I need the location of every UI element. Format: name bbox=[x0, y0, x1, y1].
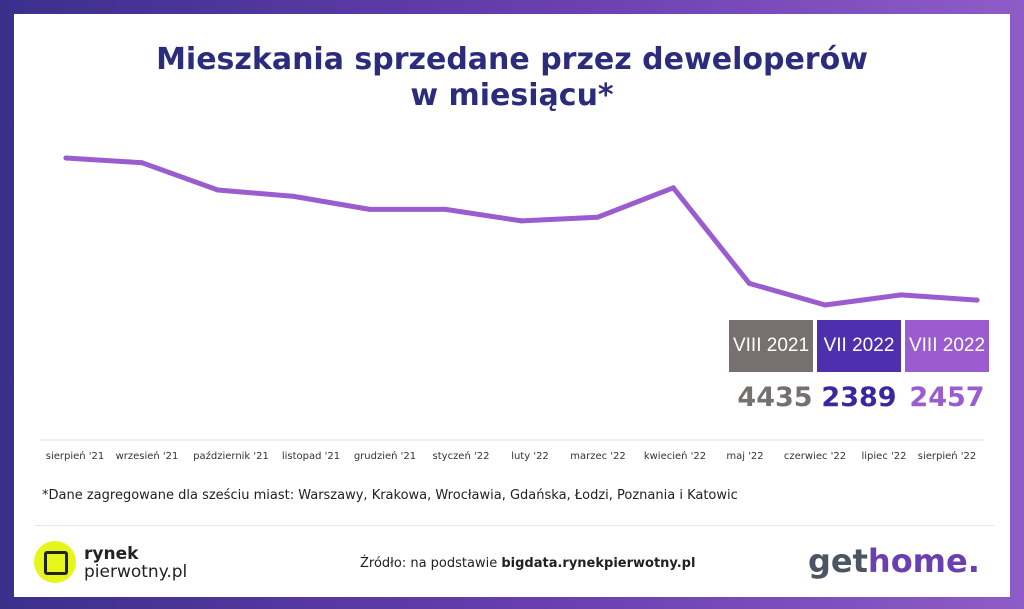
x-tick-label: styczeń '22 bbox=[433, 450, 490, 462]
data-point bbox=[291, 193, 297, 199]
chart-title-line-2: w miesiącu* bbox=[410, 78, 614, 113]
data-point bbox=[594, 214, 600, 220]
gethome-logo: gethome. bbox=[808, 542, 980, 580]
x-tick-label: maj '22 bbox=[726, 451, 763, 462]
data-point bbox=[139, 160, 145, 166]
chart-title-line-1: Mieszkania sprzedane przez deweloperów bbox=[156, 42, 868, 77]
data-point bbox=[746, 280, 752, 286]
footnote: *Dane zagregowane dla sześciu miast: War… bbox=[42, 488, 738, 503]
highlight-badge-viii-2022: VIII 2022 bbox=[905, 320, 989, 372]
footer-divider bbox=[34, 525, 994, 526]
x-tick-label: kwiecień '22 bbox=[644, 450, 706, 462]
data-point bbox=[974, 297, 980, 303]
logo-circle-icon bbox=[34, 541, 76, 583]
series-line bbox=[63, 155, 980, 308]
x-tick-label: luty '22 bbox=[511, 451, 549, 462]
highlight-value-viii-2022: 2457 bbox=[909, 382, 985, 413]
gethome-logo-home: home bbox=[867, 542, 968, 580]
logo-text-pierwotny: pierwotny.pl bbox=[84, 562, 188, 582]
highlight-value-viii-2021: 4435 bbox=[737, 382, 813, 413]
data-point bbox=[443, 206, 449, 212]
highlight-value-vii-2022: 2389 bbox=[821, 382, 897, 413]
gethome-logo-get: get bbox=[808, 542, 868, 580]
x-tick-label: lipiec '22 bbox=[862, 451, 907, 462]
data-point bbox=[519, 218, 524, 224]
x-tick-label: sierpień '22 bbox=[918, 450, 977, 462]
source-note: Źródło: na podstawie bigdata.rynekpierwo… bbox=[360, 556, 695, 571]
data-point bbox=[898, 292, 904, 298]
x-tick-label: czerwiec '22 bbox=[784, 451, 846, 462]
data-point bbox=[367, 206, 373, 212]
x-tick-label: sierpień '21 bbox=[46, 450, 105, 462]
x-tick-label: grudzień '21 bbox=[354, 450, 416, 462]
highlight-badge-vii-2022: VII 2022 bbox=[817, 320, 901, 372]
x-tick-label: październik '21 bbox=[193, 450, 269, 462]
data-point bbox=[63, 155, 69, 161]
logo-text-rynek: rynek bbox=[84, 544, 139, 564]
x-tick-label: listopad '21 bbox=[282, 451, 340, 462]
data-point bbox=[215, 187, 221, 193]
source-prefix: Źródło: na podstawie bbox=[360, 556, 502, 571]
highlight-badge-viii-2021: VIII 2021 bbox=[729, 320, 813, 372]
chart-card bbox=[14, 14, 1010, 597]
x-tick-label: wrzesień '21 bbox=[116, 450, 179, 462]
x-tick-label: marzec '22 bbox=[570, 451, 626, 462]
gethome-logo-dot: . bbox=[967, 542, 980, 580]
data-point bbox=[822, 302, 828, 308]
source-link: bigdata.rynekpierwotny.pl bbox=[501, 556, 696, 571]
data-point bbox=[670, 185, 676, 191]
logo-square-icon bbox=[44, 551, 68, 575]
rynekpierwotny-logo: rynek pierwotny.pl bbox=[34, 538, 194, 588]
